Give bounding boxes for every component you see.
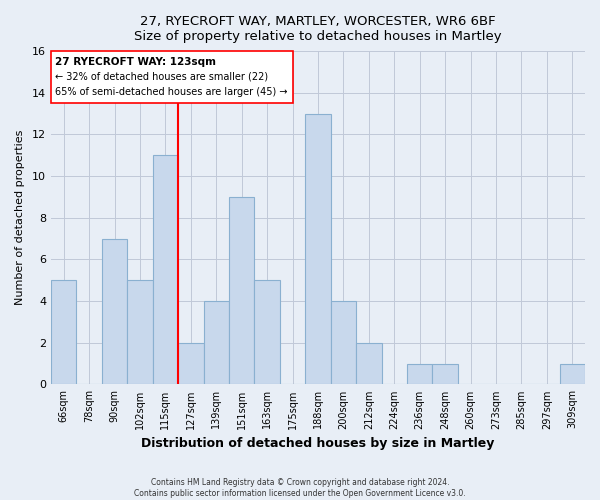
Bar (152, 156, 178, 384)
Bar (356, 343, 382, 384)
Bar (433, 364, 458, 384)
Bar (560, 364, 585, 384)
Bar (407, 364, 433, 384)
Bar (305, 114, 331, 384)
Title: 27, RYECROFT WAY, MARTLEY, WORCESTER, WR6 6BF
Size of property relative to detac: 27, RYECROFT WAY, MARTLEY, WORCESTER, WR… (134, 15, 502, 43)
Bar (178, 343, 203, 384)
Text: 27 RYECROFT WAY: 123sqm: 27 RYECROFT WAY: 123sqm (55, 58, 216, 68)
Bar (254, 280, 280, 384)
Text: Contains HM Land Registry data © Crown copyright and database right 2024.
Contai: Contains HM Land Registry data © Crown c… (134, 478, 466, 498)
Bar (229, 197, 254, 384)
Text: 65% of semi-detached houses are larger (45) →: 65% of semi-detached houses are larger (… (55, 86, 287, 97)
Bar (102, 238, 127, 384)
Y-axis label: Number of detached properties: Number of detached properties (15, 130, 25, 306)
X-axis label: Distribution of detached houses by size in Martley: Distribution of detached houses by size … (141, 437, 494, 450)
Bar (127, 280, 152, 384)
Bar (331, 301, 356, 384)
Bar (203, 301, 229, 384)
Bar (51, 280, 76, 384)
FancyBboxPatch shape (51, 51, 293, 103)
Text: ← 32% of detached houses are smaller (22): ← 32% of detached houses are smaller (22… (55, 72, 268, 82)
